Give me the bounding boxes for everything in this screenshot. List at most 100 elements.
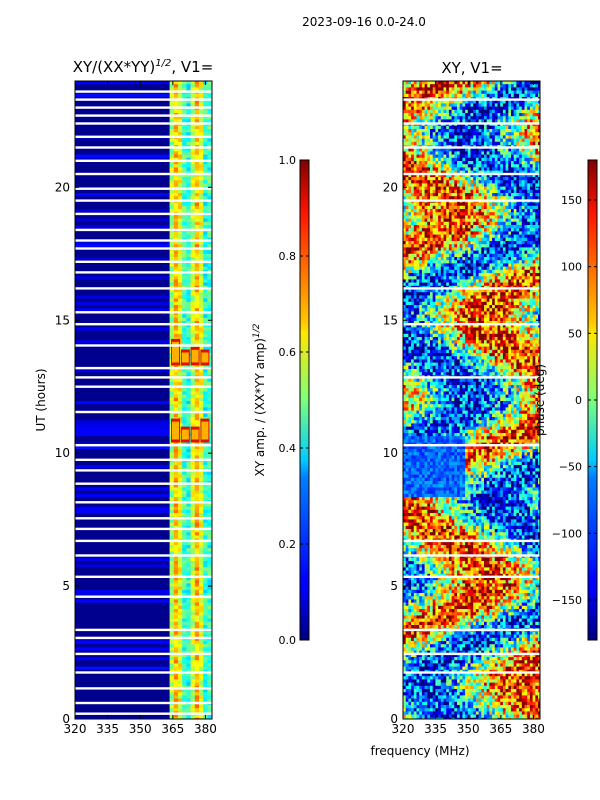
heatmap-cell	[403, 135, 406, 139]
heatmap-cell	[513, 109, 517, 114]
heatmap-cell	[454, 180, 458, 184]
heatmap-cell	[430, 109, 433, 114]
heatmap-cell	[459, 202, 463, 207]
heatmap-cell	[516, 148, 520, 152]
heatmap-cell	[405, 177, 409, 181]
heatmap-cell	[494, 106, 498, 111]
heatmap-cell	[478, 173, 482, 178]
heatmap-cell	[169, 455, 175, 459]
heatmap-cell	[405, 161, 409, 165]
heatmap-cell	[481, 225, 485, 229]
heatmap-cell	[203, 119, 208, 123]
heatmap-cell	[199, 317, 204, 322]
heatmap-cell	[502, 170, 506, 175]
heatmap-cell	[535, 234, 539, 239]
heatmap-cell	[502, 151, 506, 155]
heatmap-cell	[454, 234, 458, 239]
heatmap-cell	[505, 148, 509, 152]
heatmap-cell	[194, 471, 200, 475]
heatmap-cell	[538, 234, 540, 239]
heatmap-cell	[489, 157, 493, 162]
heatmap-cell	[182, 577, 187, 581]
heatmap-cell	[199, 609, 204, 613]
heatmap-cell	[457, 93, 460, 98]
heatmap-cell	[473, 221, 477, 226]
heatmap-cell	[203, 513, 208, 517]
heatmap-cell	[440, 231, 444, 235]
heatmap-cell	[489, 215, 493, 219]
heatmap-cell	[516, 237, 520, 242]
heatmap-cell	[411, 148, 415, 152]
heatmap-cell	[451, 234, 455, 239]
heatmap-cell	[173, 103, 179, 107]
heatmap-cell	[182, 116, 187, 120]
heatmap-cell	[457, 148, 460, 152]
heatmap-cell	[459, 109, 463, 114]
heatmap-cell	[484, 93, 487, 98]
heatmap-cell	[182, 548, 187, 552]
heatmap-cell	[403, 125, 406, 130]
heatmap-cell	[169, 698, 175, 703]
heatmap-cell	[470, 218, 474, 223]
heatmap-cell	[186, 292, 191, 296]
heatmap-cell	[194, 193, 200, 197]
heatmap-cell	[207, 257, 212, 261]
heatmap-cell	[169, 170, 175, 175]
heatmap-cell	[405, 196, 409, 200]
heatmap-cell	[459, 135, 463, 139]
heatmap-cell	[194, 663, 200, 667]
heatmap-cell	[186, 621, 191, 626]
heatmap-cell	[190, 522, 196, 527]
heatmap-cell	[497, 113, 501, 117]
heatmap-cell	[207, 455, 212, 459]
heatmap-cell	[454, 225, 458, 229]
heatmap-cell	[194, 196, 200, 200]
heatmap-cell	[190, 618, 196, 623]
heatmap-cell	[435, 183, 439, 187]
heatmap-cell	[194, 401, 200, 405]
heatmap-cell	[186, 273, 191, 277]
heatmap-cell	[190, 164, 196, 168]
heatmap-cell	[403, 237, 406, 242]
heatmap-cell	[532, 148, 536, 152]
heatmap-cell	[446, 148, 450, 152]
heatmap-cell	[494, 100, 498, 104]
heatmap-cell	[194, 452, 200, 456]
heatmap-cell	[478, 177, 482, 181]
heatmap-cell	[511, 180, 514, 184]
heatmap-cell	[492, 231, 496, 235]
heatmap-cell	[473, 164, 477, 168]
heatmap-cell	[494, 205, 498, 210]
heatmap-cell	[443, 177, 447, 181]
heatmap-cell	[432, 189, 436, 194]
heatmap-cell	[173, 593, 179, 597]
heatmap-cell	[465, 119, 469, 123]
heatmap-cell	[459, 151, 463, 155]
heatmap-cell	[505, 129, 509, 133]
heatmap-cell	[199, 641, 204, 645]
heatmap-cell	[427, 228, 431, 232]
heatmap-cell	[173, 381, 179, 386]
heatmap-cell	[513, 161, 517, 165]
heatmap-cell	[178, 372, 183, 376]
heatmap-cell	[207, 333, 212, 338]
heatmap-cell	[203, 657, 208, 661]
heatmap-cell	[178, 631, 183, 635]
heatmap-cell	[478, 164, 482, 168]
heatmap-cell	[207, 276, 212, 280]
heatmap-cell	[186, 452, 191, 456]
heatmap-cell	[438, 241, 442, 245]
heatmap-cell	[75, 506, 170, 510]
heatmap-cell	[182, 173, 187, 178]
heatmap-cell	[432, 154, 436, 159]
heatmap-cell	[169, 234, 175, 239]
heatmap-cell	[203, 404, 208, 408]
heatmap-cell	[178, 234, 183, 239]
heatmap-cell	[451, 109, 455, 114]
heatmap-cell	[529, 148, 533, 152]
heatmap-cell	[199, 561, 204, 565]
heatmap-cell	[416, 244, 420, 248]
heatmap-cell	[203, 637, 208, 642]
heatmap-cell	[475, 196, 479, 200]
heatmap-cell	[529, 237, 533, 242]
